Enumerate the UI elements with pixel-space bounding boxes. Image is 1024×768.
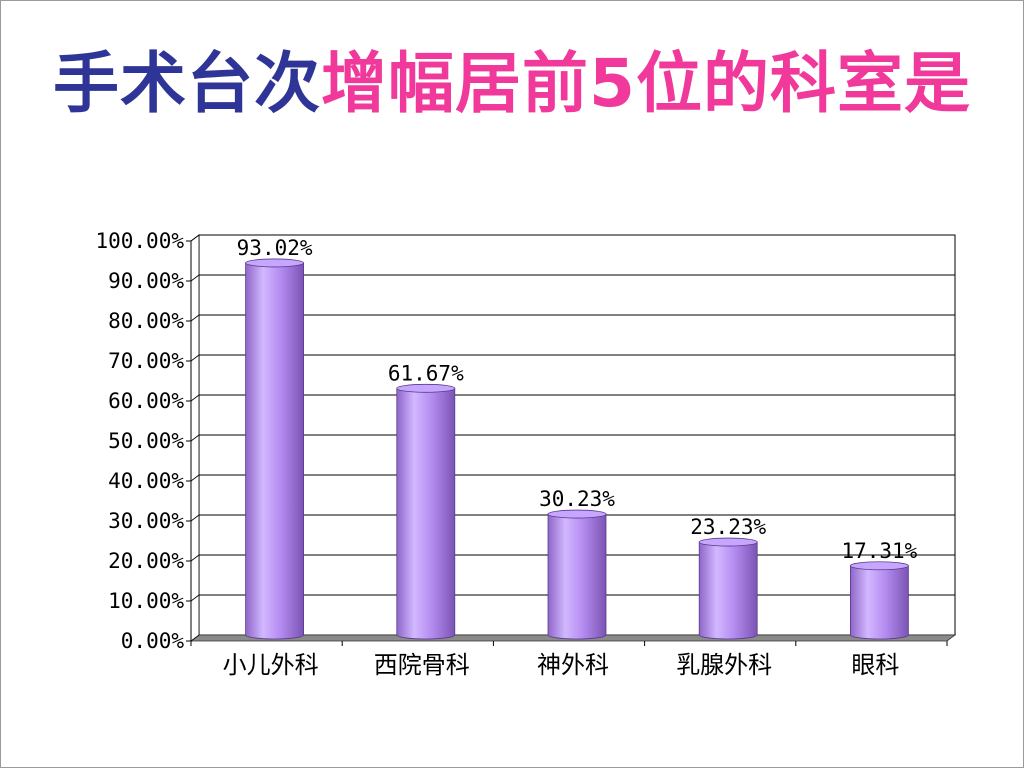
bar xyxy=(698,541,758,640)
gridline-side xyxy=(190,594,200,602)
x-tick-label: 神外科 xyxy=(537,651,609,679)
bar xyxy=(850,565,909,640)
gridline-side xyxy=(190,274,200,282)
bar xyxy=(245,262,304,640)
y-tick-label: 80.00% xyxy=(108,309,184,333)
y-tick-label: 60.00% xyxy=(108,389,184,413)
bar xyxy=(396,387,456,640)
slide-title: 手术台次增幅居前5位的科室是 xyxy=(40,40,984,128)
x-tick-label: 乳腺外科 xyxy=(676,651,772,679)
y-tick-label: 40.00% xyxy=(108,469,184,493)
y-tick-label: 20.00% xyxy=(108,549,184,573)
y-tick-label: 0.00% xyxy=(121,629,185,653)
bar-top xyxy=(698,537,758,547)
data-label: 61.67% xyxy=(388,361,464,385)
bar xyxy=(547,513,607,640)
data-label: 17.31% xyxy=(841,539,917,563)
bar-top xyxy=(547,509,607,519)
gridline-side xyxy=(190,354,200,362)
y-tick-label: 10.00% xyxy=(108,589,184,613)
gridline-side xyxy=(190,514,200,522)
bar-top xyxy=(396,383,456,393)
gridline-side xyxy=(190,434,200,442)
y-tick-label: 30.00% xyxy=(108,509,184,533)
x-tick-label: 西院骨科 xyxy=(374,651,470,679)
data-label: 93.02% xyxy=(237,236,313,260)
gridline-side xyxy=(190,314,200,322)
data-label: 23.23% xyxy=(690,515,766,539)
x-tick-label: 小儿外科 xyxy=(223,651,319,679)
gridline-side xyxy=(190,394,200,402)
x-tick-label: 眼科 xyxy=(851,651,899,679)
data-label: 30.23% xyxy=(539,487,615,511)
bar-top xyxy=(245,258,305,268)
y-tick-label: 50.00% xyxy=(108,429,184,453)
y-tick-label: 90.00% xyxy=(108,269,184,293)
gridline-side xyxy=(190,554,200,562)
y-tick-label: 70.00% xyxy=(108,349,184,373)
y-tick-label: 100.00% xyxy=(95,229,184,253)
gridline-side xyxy=(190,234,200,242)
gridline-side xyxy=(190,474,200,482)
title-part-1: 手术台次 xyxy=(53,45,322,122)
title-part-2: 增幅居前5位的科室是 xyxy=(321,45,971,122)
bar-top xyxy=(850,561,909,571)
